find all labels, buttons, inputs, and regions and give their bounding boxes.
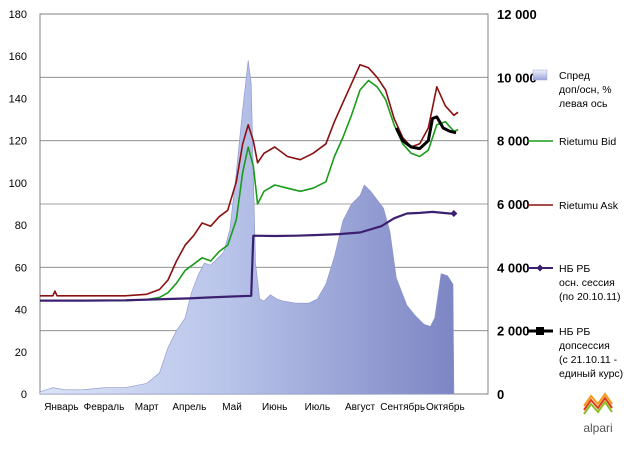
x-axis-ticks: Январь Февраль Март Апрель Май Июнь Июль Август… xyxy=(44,401,465,413)
legend-label-nb-extra: НБ РБ xyxy=(559,326,590,338)
legend-marker-nb-extra xyxy=(536,327,544,335)
legend-label-ask: Rietumu Ask xyxy=(559,200,619,212)
legend-label-nb-main: (по 20.10.11) xyxy=(559,291,621,303)
series-spread-area xyxy=(39,60,455,395)
legend: Спред доп/осн, % левая ось Rietumu Bid Rietu… xyxy=(527,69,623,380)
legend-label-spread: левая ось xyxy=(559,98,608,110)
left-tick-label: 180 xyxy=(9,9,27,21)
alpari-logo-text: alpari xyxy=(583,421,612,435)
series-nb-main-end-marker xyxy=(450,210,458,217)
left-tick-label: 60 xyxy=(15,262,27,274)
right-tick-label: 12 000 xyxy=(497,7,537,22)
x-tick-label: Май xyxy=(222,402,242,413)
right-tick-label: 6 000 xyxy=(497,197,530,212)
left-tick-label: 160 xyxy=(9,51,27,63)
series-bid-line xyxy=(40,79,459,302)
x-tick-label: Сентябрь xyxy=(380,401,425,413)
alpari-logo: alpari xyxy=(583,392,613,435)
legend-label-spread: доп/осн, % xyxy=(559,84,612,96)
legend-label-nb-extra: единый курс) xyxy=(559,368,623,380)
x-tick-label: Июль xyxy=(305,402,331,413)
left-axis-ticks: 0 20 40 60 80 100 120 140 160 180 xyxy=(9,9,27,401)
legend-label-nb-extra: допсессия xyxy=(559,340,610,352)
legend-label-nb-main: НБ РБ xyxy=(559,263,590,275)
left-tick-label: 0 xyxy=(21,389,27,401)
left-tick-label: 100 xyxy=(9,178,27,190)
legend-marker-nb-main xyxy=(536,264,544,272)
series-nb-extra-line xyxy=(394,115,457,151)
x-tick-label: Январь xyxy=(44,402,78,413)
left-tick-label: 40 xyxy=(15,305,27,317)
legend-label-bid: Rietumu Bid xyxy=(559,136,616,148)
series-spread-layer xyxy=(39,60,455,395)
right-tick-label: 10 000 xyxy=(497,70,537,85)
x-tick-label: Август xyxy=(345,402,376,413)
x-tick-label: Октябрь xyxy=(426,401,465,413)
legend-label-spread: Спред xyxy=(559,70,590,82)
left-tick-label: 20 xyxy=(15,347,27,359)
series-lines-layer xyxy=(40,63,459,302)
right-axis-ticks: 0 2 000 4 000 6 000 8 000 10 000 12 000 xyxy=(497,7,537,402)
left-tick-label: 140 xyxy=(9,93,27,105)
x-tick-label: Март xyxy=(135,402,159,413)
legend-label-nb-main: осн. сессия xyxy=(559,277,615,289)
right-tick-label: 4 000 xyxy=(497,260,530,275)
x-tick-label: Июнь xyxy=(262,402,287,413)
alpari-logo-mark xyxy=(583,392,613,415)
right-tick-label: 2 000 xyxy=(497,324,530,339)
legend-label-nb-extra: (с 21.10.11 - xyxy=(559,354,618,366)
left-tick-label: 80 xyxy=(15,220,27,232)
left-tick-label: 120 xyxy=(9,136,27,148)
right-tick-label: 8 000 xyxy=(497,134,530,149)
series-ask-line xyxy=(40,63,459,297)
legend-swatch-spread xyxy=(532,69,548,81)
x-tick-label: Февраль xyxy=(84,402,125,413)
series-nb-main-line xyxy=(40,210,454,302)
right-tick-label: 0 xyxy=(497,387,504,402)
x-tick-label: Апрель xyxy=(172,402,206,413)
